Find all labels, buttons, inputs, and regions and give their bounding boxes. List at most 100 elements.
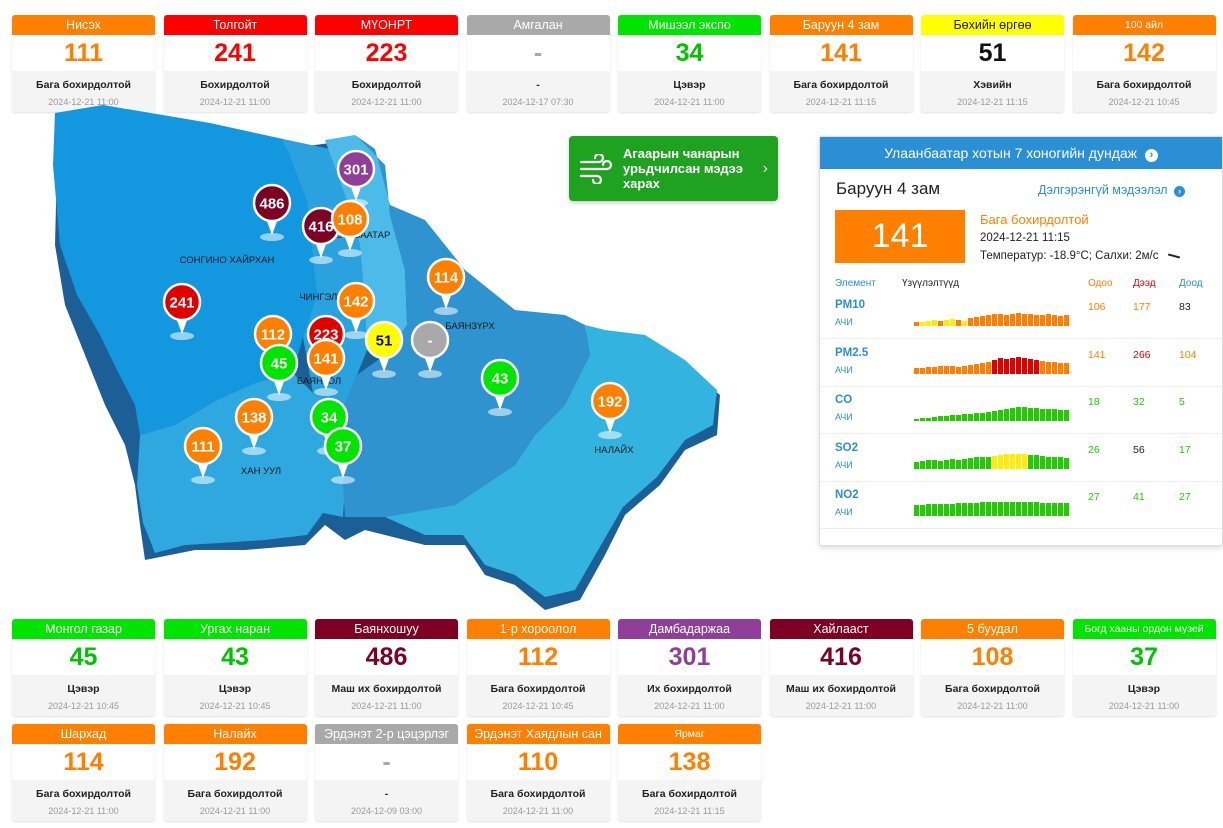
spark-bar [1010,453,1015,469]
map-marker[interactable]: 111 [183,426,223,484]
pollutant-min: 17 [1179,443,1191,456]
station-card-name: Налайх [163,724,307,744]
station-card[interactable]: Шархад 114 Бага бохирдолтой 2024-12-21 11:0… [12,724,155,821]
pollutant-row[interactable]: PM10 АЧИ 106 177 83 [820,292,1222,339]
station-card-aqi: - [466,35,610,71]
station-card-time: 2024-12-21 10:45 [1108,97,1180,107]
station-card[interactable]: Дамбадаржаа 301 Их бохирдолтой 2024-12-21 1… [618,619,761,716]
station-card[interactable]: 100 айл 142 Бага бохирдолтой 2024-12-21 10:… [1072,15,1216,112]
marker-shadow [260,233,284,241]
spark-bar [1046,456,1051,469]
station-card-aqi: 51 [921,35,1064,71]
station-card-status: Цэвэр [673,79,706,91]
station-card-name: Бөхийн өргөө [921,15,1064,35]
station-card[interactable]: МҮОНРТ 223 Бохирдолтой 2024-12-21 11:00 [315,15,458,112]
map-marker[interactable]: 192 [590,381,630,439]
station-card-aqi: 34 [618,35,761,71]
pollutant-name: PM10 [835,299,866,311]
station-card[interactable]: Нисэх 111 Бага бохирдолтой 2024-12-21 11:00 [12,15,155,112]
spark-bar [974,503,979,516]
pollutant-name: CO [835,394,853,406]
station-card-name: Эрдэнэт Хаядлын сан [466,724,610,744]
station-card[interactable]: Эрдэнэт Хаядлын сан 110 Бага бохирдолтой 20… [466,724,610,821]
station-card[interactable]: Хайлааст 416 Маш их бохирдолтой 2024-12-21 … [769,619,913,716]
spark-bar [1046,361,1051,374]
map-marker[interactable]: 114 [426,257,466,315]
district-nalaikh[interactable] [385,325,717,597]
station-card-status: - [384,788,389,800]
map-marker[interactable]: 37 [323,426,363,484]
details-link[interactable]: Дэлгэрэнгүй мэдээлэл › [1038,183,1186,197]
spark-bar [962,414,967,421]
district-khan-uul[interactable] [137,373,345,553]
station-card[interactable]: Амгалан - -2024-12-17 07:30 [466,15,610,112]
station-card[interactable]: Бөхийн өргөө 51 Хэвийн 2024-12-21 11:15 [921,15,1064,112]
station-card[interactable]: Толгойт 241 Бохирдолтой 2024-12-21 11:00 [163,15,307,112]
spark-bar [1034,502,1039,516]
pollutant-row[interactable]: NO2 АЧИ 27 41 27 [820,482,1222,529]
spark-bar [932,459,937,469]
map-marker[interactable]: 45 [259,343,299,401]
station-card[interactable]: Богд хааны ордон музей 37 Цэвэр 2024-12-21 … [1072,619,1216,716]
marker-value: 51 [376,333,393,350]
pollutant-row[interactable]: PM2.5 АЧИ 141 266 104 [820,340,1222,387]
station-card[interactable]: Монгол газар 45 Цэвэр 2024-12-21 10:45 [12,619,155,716]
station-card-status: Бага бохирдолтой [793,79,889,91]
map-marker[interactable]: 138 [234,397,274,455]
spark-bar [1040,409,1045,421]
station-card[interactable]: Баруун 4 зам 141 Бага бохирдолтой 2024-12-2… [769,15,913,112]
map-marker[interactable]: 142 [336,281,376,339]
station-card[interactable]: Налайх 192 Бага бохирдолтой 2024-12-21 11:0… [163,724,307,821]
station-card[interactable]: Ургах наран 43 Цэвэр 2024-12-21 10:45 [163,619,307,716]
station-card[interactable]: Баянхошуу 486 Маш их бохирдолтой 2024-12-21… [315,619,458,716]
weekly-average-label: Улаанбаатар хотын 7 хоногийн дундаж [884,145,1138,161]
spark-bar [926,459,931,469]
pollutant-row[interactable]: SO2 АЧИ 26 56 17 [820,435,1222,482]
marker-shadow [372,370,396,378]
map-marker[interactable]: 141 [306,338,346,396]
station-card-time: 2024-12-21 11:00 [351,701,422,711]
pollutant-sub: АЧИ [835,507,853,517]
spark-bar [1064,410,1069,421]
spark-bar [986,412,991,421]
station-card[interactable]: 1-р хороолол 112 Бага бохирдолтой 2024-12-2… [466,619,610,716]
map-marker[interactable]: 51 [364,320,404,378]
station-card-time: 2024-12-21 10:45 [199,701,271,711]
station-card-time: 2024-12-21 11:00 [957,701,1028,711]
station-card-status: Бага бохирдолтой [1096,79,1192,91]
details-link-label: Дэлгэрэнгүй мэдээлэл [1038,183,1168,197]
station-card-time: 2024-12-17 07:30 [502,97,574,107]
map-marker[interactable]: 241 [162,282,202,340]
station-card[interactable]: 5 буудал 108 Бага бохирдолтой 2024-12-21 11… [921,619,1064,716]
spark-bar [926,366,931,374]
station-card[interactable]: Мишээл экспо 34 Цэвэр 2024-12-21 11:00 [618,15,761,112]
district-label: СОНГИНО ХАЙРХАН [180,254,275,266]
station-card-aqi: 301 [618,639,761,675]
district-bayanzurkh[interactable] [341,135,590,517]
map-marker[interactable]: 108 [330,199,370,257]
map-marker[interactable]: 43 [480,358,520,416]
map-marker[interactable]: 416 [301,206,341,264]
station-card[interactable]: Эрдэнэт 2-р цэцэрлэг - -2024-12-09 03:00 [315,724,458,821]
marker-value: 108 [337,212,362,229]
spark-bar [1052,315,1057,326]
spark-bar [998,357,1003,374]
station-card[interactable]: Ярмаг 138 Бага бохирдолтой 2024-12-21 11:15 [618,724,761,821]
map-marker[interactable]: 301 [336,149,376,207]
station-card-name: МҮОНРТ [315,15,458,35]
forecast-button[interactable]: Агаарын чанарын урьдчилсан мэдээ харах › [569,136,778,201]
marker-value: - [428,333,433,350]
weekly-average-header[interactable]: Улаанбаатар хотын 7 хоногийн дундаж › [820,137,1222,169]
spark-bar [1022,502,1027,516]
station-card-status: - [536,79,540,91]
spark-bar [980,502,985,516]
marker-shadow [314,388,338,396]
district-songino-khairkhan[interactable] [53,105,317,435]
map-marker[interactable]: 486 [252,183,292,241]
pollutant-row[interactable]: CO АЧИ 18 32 5 [820,387,1222,434]
station-card-name: Шархад [12,724,155,744]
station-card-aqi: 45 [12,639,155,675]
map-marker[interactable]: - [410,320,450,378]
marker-value: 111 [191,439,214,456]
spark-bar [1046,503,1051,516]
